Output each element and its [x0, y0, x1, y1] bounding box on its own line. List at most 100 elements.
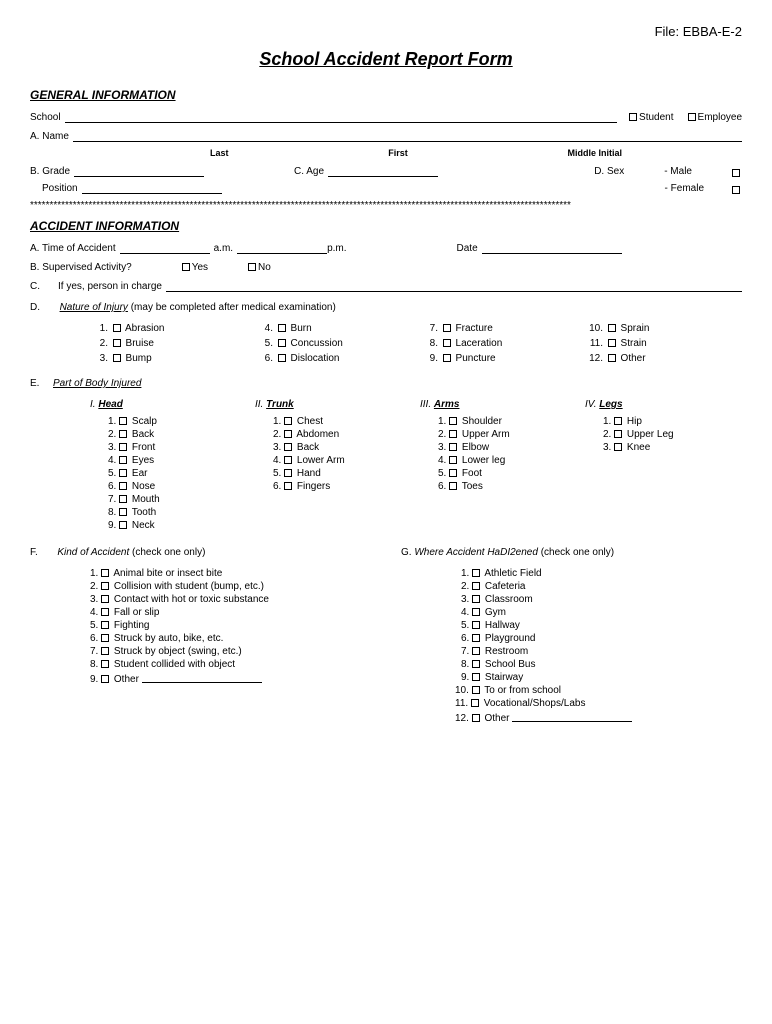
where-item[interactable]: 3. Classroom: [461, 594, 742, 605]
body-grid: I. Head1. Scalp2. Back3. Front4. Eyes5. …: [30, 399, 742, 533]
kind-item[interactable]: 3. Contact with hot or toxic substance: [90, 594, 371, 605]
where-item[interactable]: 9. Stairway: [461, 672, 742, 683]
nature-item[interactable]: 12. Other: [585, 353, 742, 364]
nature-item[interactable]: 7. Fracture: [420, 323, 577, 334]
wheres-list: 1. Athletic Field 2. Cafeteria 3. Classroo…: [401, 568, 742, 724]
body-item[interactable]: 3. Elbow: [438, 442, 577, 453]
nature-item[interactable]: 10. Sprain: [585, 323, 742, 334]
female-label: - Female: [665, 183, 704, 194]
school-row: School Student Employee: [30, 112, 742, 123]
where-item[interactable]: 4. Gym: [461, 607, 742, 618]
where-item[interactable]: 10. To or from school: [455, 685, 742, 696]
accident-header: ACCIDENT INFORMATION: [30, 219, 742, 233]
time-pm-field[interactable]: [237, 243, 327, 254]
body-item[interactable]: 1. Shoulder: [438, 416, 577, 427]
person-field[interactable]: [166, 281, 742, 292]
male-checkbox[interactable]: [732, 169, 740, 177]
body-col-header: II. Trunk: [255, 399, 412, 410]
body-item[interactable]: 4. Eyes: [108, 455, 247, 466]
nature-item[interactable]: 1. Abrasion: [90, 323, 247, 334]
nature-row: D. Nature of Injury (may be completed af…: [30, 302, 742, 313]
body-item[interactable]: 7. Mouth: [108, 494, 247, 505]
time-am-field[interactable]: [120, 243, 210, 254]
body-item[interactable]: 6. Nose: [108, 481, 247, 492]
pm-label: p.m.: [327, 243, 346, 254]
nature-item[interactable]: 6. Dislocation: [255, 353, 412, 364]
age-label: C. Age: [294, 166, 324, 177]
body-item[interactable]: 1. Scalp: [108, 416, 247, 427]
student-label: Student: [639, 112, 673, 123]
female-checkbox[interactable]: [732, 186, 740, 194]
nature-item[interactable]: 8. Laceration: [420, 338, 577, 349]
kinds-list: 1. Animal bite or insect bite 2. Collisio…: [30, 568, 371, 685]
nature-item[interactable]: 5. Concussion: [255, 338, 412, 349]
yes-label: Yes: [192, 262, 208, 273]
grade-label: B. Grade: [30, 166, 70, 177]
date-field[interactable]: [482, 243, 622, 254]
body-item[interactable]: 8. Tooth: [108, 507, 247, 518]
body-item[interactable]: 6. Toes: [438, 481, 577, 492]
body-item[interactable]: 2. Back: [108, 429, 247, 440]
student-checkbox[interactable]: Student: [629, 112, 673, 123]
where-item[interactable]: 1. Athletic Field: [461, 568, 742, 579]
body-item[interactable]: 4. Lower Arm: [273, 455, 412, 466]
body-item[interactable]: 3. Knee: [603, 442, 742, 453]
school-field[interactable]: [65, 112, 617, 123]
nature-item[interactable]: 9. Puncture: [420, 353, 577, 364]
nature-item[interactable]: 2. Bruise: [90, 338, 247, 349]
body-item[interactable]: 6. Fingers: [273, 481, 412, 492]
where-item[interactable]: 6. Playground: [461, 633, 742, 644]
body-item[interactable]: 5. Foot: [438, 468, 577, 479]
last-label: Last: [210, 148, 229, 158]
check-one-f: (check one only): [132, 547, 205, 558]
employee-checkbox[interactable]: Employee: [688, 112, 742, 123]
yes-checkbox[interactable]: Yes: [182, 262, 208, 273]
position-row: Position - Female: [30, 183, 742, 194]
supervised-row: B. Supervised Activity? Yes No: [30, 262, 742, 273]
body-item[interactable]: 9. Neck: [108, 520, 247, 531]
where-item[interactable]: 12. Other: [455, 711, 742, 724]
nature-item[interactable]: 11. Strain: [585, 338, 742, 349]
general-header: GENERAL INFORMATION: [30, 88, 742, 102]
body-item[interactable]: 3. Front: [108, 442, 247, 453]
where-heading: G. Where Accident HaDI2ened (check one o…: [401, 547, 742, 558]
body-item[interactable]: 2. Abdomen: [273, 429, 412, 440]
kind-item[interactable]: 5. Fighting: [90, 620, 371, 631]
nature-label: Nature of Injury: [60, 302, 128, 313]
name-field[interactable]: [73, 131, 742, 142]
no-checkbox[interactable]: No: [248, 262, 271, 273]
where-item[interactable]: 5. Hallway: [461, 620, 742, 631]
nature-item[interactable]: 4. Burn: [255, 323, 412, 334]
date-label: Date: [457, 243, 478, 254]
sex-label: D. Sex: [594, 166, 624, 177]
where-item[interactable]: 7. Restroom: [461, 646, 742, 657]
part-row: E. Part of Body Injured: [30, 378, 742, 389]
body-item[interactable]: 2. Upper Arm: [438, 429, 577, 440]
kind-item[interactable]: 8. Student collided with object: [90, 659, 371, 670]
grade-row: B. Grade C. Age D. Sex - Male: [30, 166, 742, 177]
age-field[interactable]: [328, 166, 438, 177]
body-item[interactable]: 5. Hand: [273, 468, 412, 479]
where-item[interactable]: 11. Vocational/Shops/Labs: [455, 698, 742, 709]
male-label: - Male: [664, 166, 692, 177]
body-item[interactable]: 5. Ear: [108, 468, 247, 479]
grade-field[interactable]: [74, 166, 204, 177]
person-label: If yes, person in charge: [58, 281, 162, 292]
time-label: A. Time of Accident: [30, 243, 116, 254]
body-item[interactable]: 1. Chest: [273, 416, 412, 427]
nature-item[interactable]: 3. Bump: [90, 353, 247, 364]
kind-item[interactable]: 4. Fall or slip: [90, 607, 371, 618]
kind-item[interactable]: 7. Struck by object (swing, etc.): [90, 646, 371, 657]
kind-item[interactable]: 1. Animal bite or insect bite: [90, 568, 371, 579]
body-item[interactable]: 4. Lower leg: [438, 455, 577, 466]
kind-item[interactable]: 2. Collision with student (bump, etc.): [90, 581, 371, 592]
position-field[interactable]: [82, 183, 222, 194]
where-item[interactable]: 2. Cafeteria: [461, 581, 742, 592]
file-label: File: EBBA-E-2: [30, 24, 742, 39]
body-item[interactable]: 1. Hip: [603, 416, 742, 427]
body-item[interactable]: 3. Back: [273, 442, 412, 453]
kind-item[interactable]: 9. Other: [90, 672, 371, 685]
where-item[interactable]: 8. School Bus: [461, 659, 742, 670]
kind-item[interactable]: 6. Struck by auto, bike, etc.: [90, 633, 371, 644]
body-item[interactable]: 2. Upper Leg: [603, 429, 742, 440]
